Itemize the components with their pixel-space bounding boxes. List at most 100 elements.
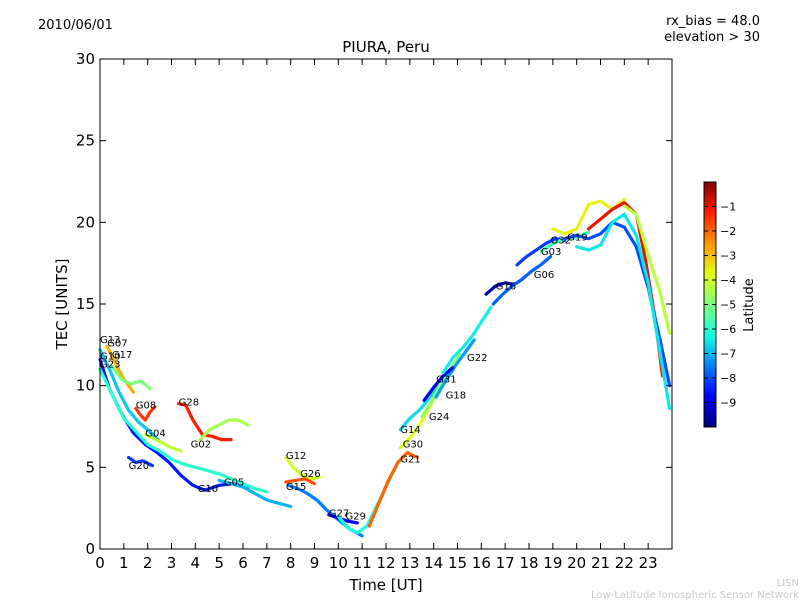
x-tick-label: 15	[448, 554, 467, 572]
x-tick-label: 4	[191, 554, 201, 572]
trace-g12	[284, 455, 321, 481]
satellite-label-g14: G14	[400, 425, 420, 436]
y-tick-label: 15	[76, 295, 95, 313]
trace-g13	[98, 348, 162, 443]
trace-g16	[484, 281, 517, 296]
trace-g03	[515, 237, 567, 267]
satellite-label-g07: G07	[107, 339, 127, 350]
trace-g18	[434, 338, 476, 399]
trace-gpre4	[622, 204, 672, 335]
x-tick-label: 21	[591, 554, 610, 572]
satellite-label-g15: G15	[286, 482, 306, 493]
satellite-label-g24: G24	[429, 412, 449, 423]
trace-g22	[441, 305, 493, 375]
satellite-label-g03: G03	[541, 247, 561, 258]
satellite-label-g18: G18	[446, 391, 466, 402]
satellite-label-g04: G04	[145, 428, 165, 439]
x-tick-label: 17	[496, 554, 515, 572]
colorbar-label: Latitude	[742, 278, 757, 332]
header-rx-bias: rx_bias = 48.0	[666, 14, 760, 29]
colorbar-tick-label: −1	[720, 201, 736, 214]
satellite-label-g16: G16	[496, 281, 516, 292]
colorbar-tick-label: −9	[720, 397, 736, 410]
x-axis-label: Time [UT]	[348, 576, 422, 594]
x-tick-label: 13	[400, 554, 419, 572]
satellite-label-g05: G05	[224, 477, 244, 488]
trace-g05	[217, 478, 293, 509]
satellite-label-g22: G22	[467, 353, 487, 364]
x-tick-label: 9	[310, 554, 320, 572]
trace-g04	[143, 433, 183, 453]
colorbar-tick-label: −4	[720, 274, 736, 287]
satellite-label-g19: G19	[567, 232, 587, 243]
colorbar-tick-label: −6	[720, 323, 736, 336]
satellite-label-g21: G21	[400, 454, 420, 465]
y-tick-label: 10	[76, 377, 95, 395]
trace-gpre3	[575, 212, 672, 411]
satellite-label-g23: G23	[100, 360, 120, 371]
trace-g17	[110, 364, 152, 391]
y-axis: 0 5 10 15 20 25 30	[76, 50, 672, 558]
x-tick-label: 11	[353, 554, 372, 572]
satellite-label-g13: G13	[100, 335, 120, 346]
x-tick-label: 2	[143, 554, 153, 572]
x-tick-label: 10	[329, 554, 348, 572]
satellite-label-g17: G17	[112, 350, 132, 361]
trace-g23	[98, 367, 269, 494]
x-tick-label: 14	[424, 554, 443, 572]
satellite-label-g28: G28	[179, 397, 199, 408]
satellite-label-g10: G10	[100, 352, 120, 363]
y-tick-label: 25	[76, 132, 95, 150]
plot-frame	[99, 58, 673, 550]
x-tick-label: 18	[519, 554, 538, 572]
x-axis: 0 1 2 3 4 5 6 7 8 9 10 11 12 13 14 15 16 17 18 19 20 21 22 23	[95, 59, 658, 572]
trace-g28	[177, 402, 233, 442]
colorbar-tick-label: −7	[720, 348, 736, 361]
satellite-label-g27: G27	[329, 508, 349, 519]
footer-lisn: LISN	[777, 578, 799, 589]
x-tick-label: 22	[615, 554, 634, 572]
trace-g14	[398, 384, 440, 432]
trace-g24	[420, 353, 462, 419]
trace-g06	[491, 255, 553, 306]
trace-g31	[422, 366, 455, 402]
trace-g02	[198, 418, 250, 442]
colorbar-ticks: −1 −2 −3 −4 −5 −6 −7 −8 −9	[704, 201, 736, 410]
satellite-label-g06: G06	[534, 270, 554, 281]
satellite-label-g32: G32	[551, 236, 571, 247]
x-tick-label: 0	[95, 554, 105, 572]
x-tick-label: 20	[567, 554, 586, 572]
trace-g20	[127, 455, 154, 468]
trace-g07	[105, 344, 135, 394]
y-tick-label: 20	[76, 213, 95, 231]
colorbar-tick-label: −3	[720, 250, 736, 263]
satellite-label-g30: G30	[403, 440, 423, 451]
header-date: 2010/06/01	[38, 18, 113, 33]
footer-network: Low-Latitude Ionospheric Sensor Network	[591, 590, 799, 600]
x-tick-label: 19	[543, 554, 562, 572]
satellite-label-g31: G31	[436, 374, 456, 385]
trace-g26	[284, 477, 317, 486]
x-tick-label: 6	[238, 554, 248, 572]
y-tick-label: 30	[76, 50, 95, 68]
trace-g21	[367, 451, 419, 528]
colorbar-tick-label: −8	[720, 372, 736, 385]
header-elevation: elevation > 30	[664, 30, 760, 45]
y-tick-label: 0	[85, 540, 95, 558]
colorbar-tick-label: −5	[720, 299, 736, 312]
trace-g29	[336, 465, 398, 535]
x-tick-label: 1	[119, 554, 129, 572]
trace-group	[98, 197, 672, 538]
x-tick-label: 5	[214, 554, 224, 572]
x-tick-label: 16	[472, 554, 491, 572]
satellite-label-g12: G12	[286, 451, 306, 462]
chart-title: PIURA, Peru	[342, 38, 429, 56]
x-tick-label: 8	[286, 554, 296, 572]
x-tick-label: 7	[262, 554, 272, 572]
x-tick-label: 3	[167, 554, 177, 572]
colorbar-tick-label: −2	[720, 225, 736, 238]
x-tick-label: 23	[639, 554, 658, 572]
y-tick-label: 5	[85, 458, 95, 476]
